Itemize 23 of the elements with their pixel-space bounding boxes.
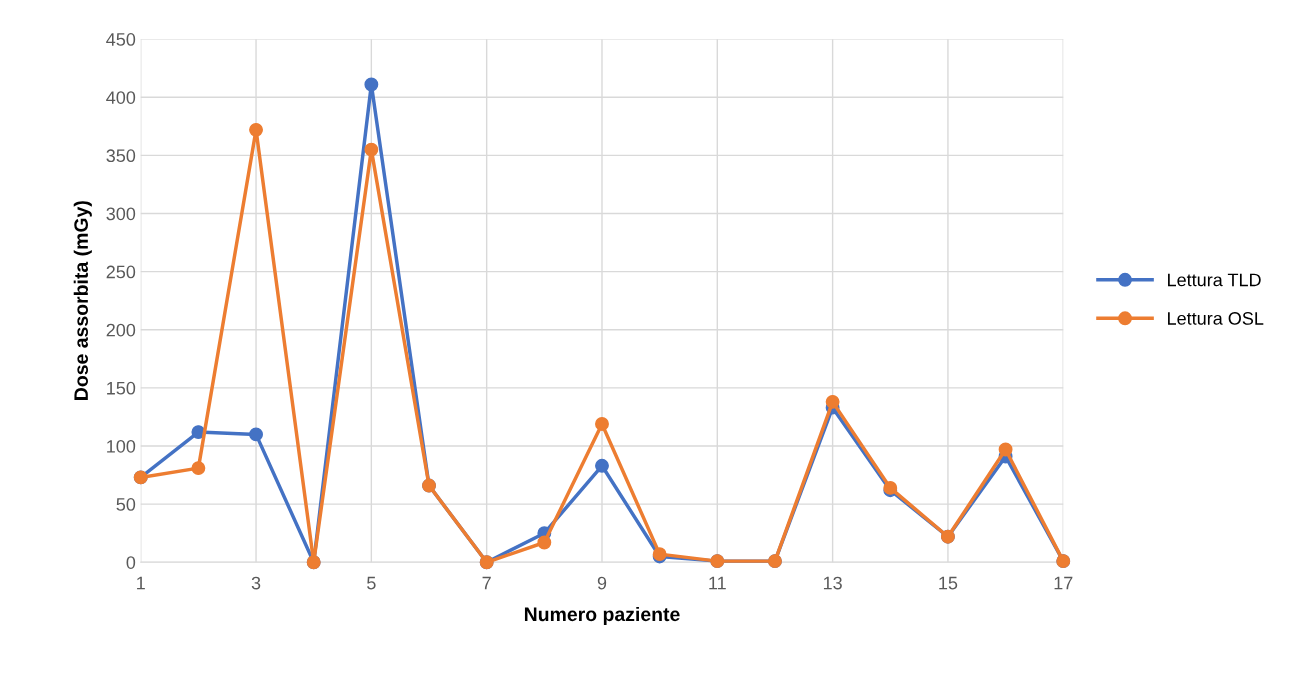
x-tick-label: 17 <box>1054 576 1073 590</box>
y-tick-label: 150 <box>107 381 136 395</box>
x-tick-label: 1 <box>137 576 145 590</box>
y-tick-label: 300 <box>106 207 136 221</box>
x-tick-label: 11 <box>709 576 726 590</box>
y-tick-label: 400 <box>106 91 136 104</box>
x-tick-label: 9 <box>597 576 607 590</box>
x-tick-label: 15 <box>939 576 958 590</box>
legend-label: Lettura TLD <box>1168 273 1261 287</box>
x-tick-label: 13 <box>823 576 842 590</box>
x-tick-label: 3 <box>251 576 261 590</box>
x-tick-label: 5 <box>367 576 376 590</box>
legend-label: Lettura OSL <box>1168 312 1264 325</box>
y-axis-title: Dose assorbita (mGy) <box>73 201 92 400</box>
y-tick-label: 250 <box>106 265 136 279</box>
x-axis-title: Numero paziente <box>524 606 680 626</box>
x-tick-label: 7 <box>482 576 491 590</box>
y-tick-label: 100 <box>107 439 136 453</box>
y-tick-label: 450 <box>106 33 136 46</box>
y-tick-label: 200 <box>106 323 136 337</box>
y-tick-label: 50 <box>116 498 136 511</box>
y-tick-label: 350 <box>106 149 136 163</box>
y-tick-label: 0 <box>126 556 136 569</box>
